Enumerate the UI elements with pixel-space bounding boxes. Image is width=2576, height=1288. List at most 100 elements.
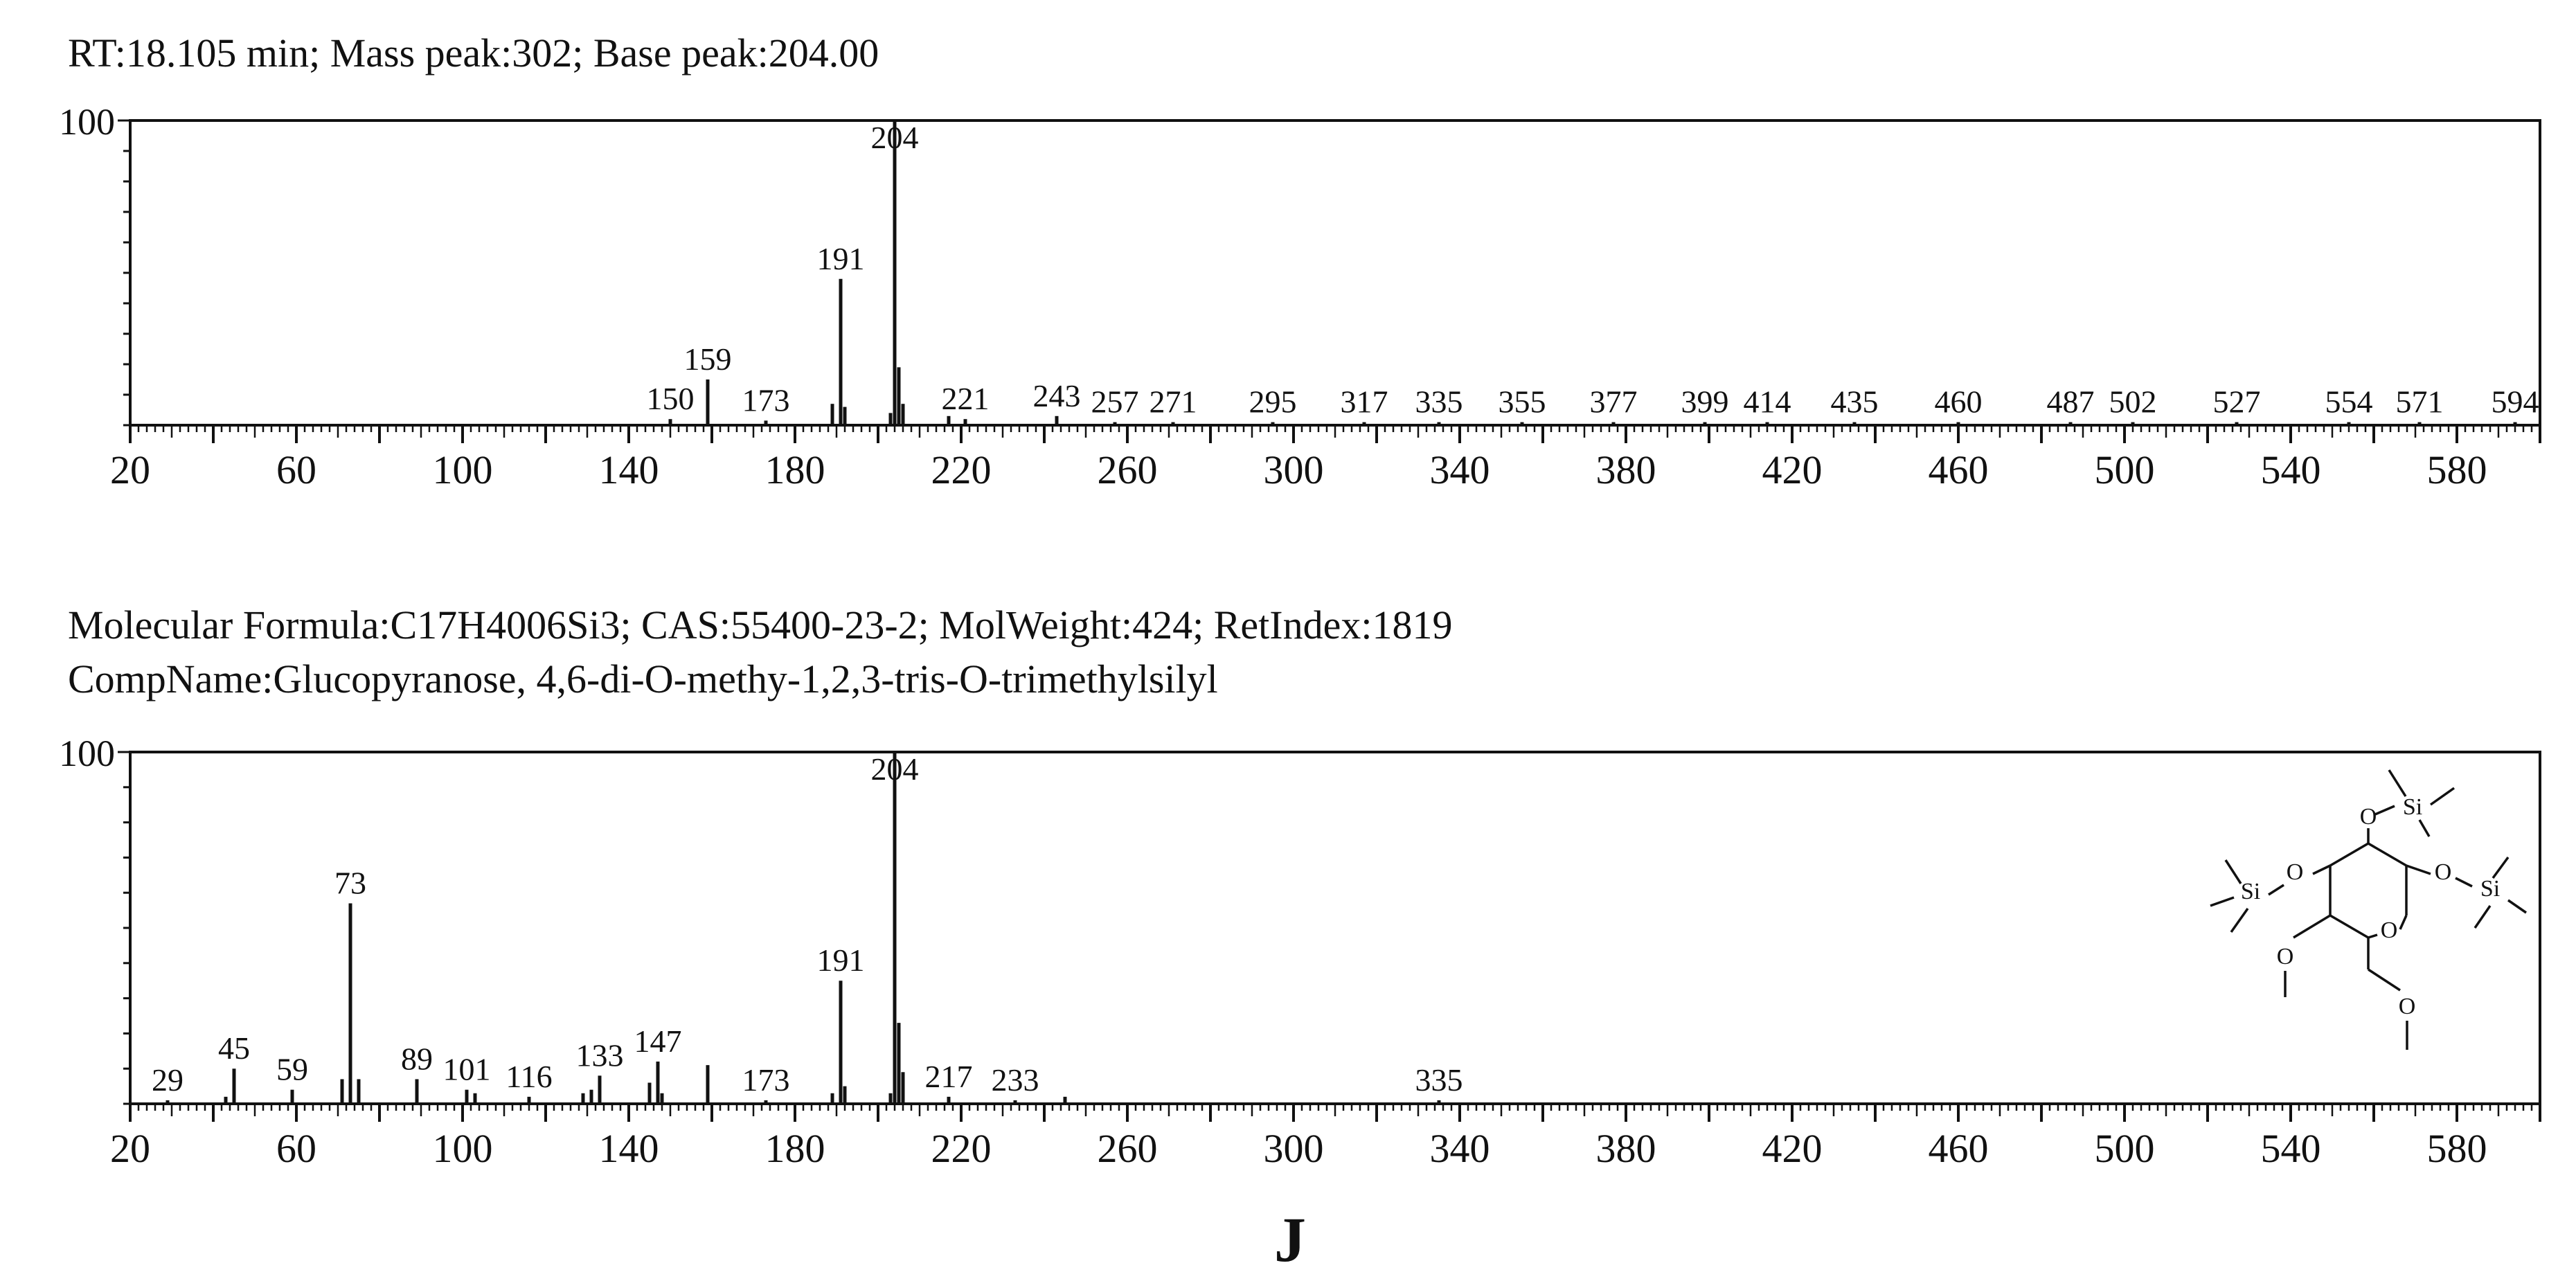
atom-label: Si (2241, 879, 2260, 904)
bond-line (2329, 842, 2369, 867)
chart-2-x-tick-label: 300 (1264, 1126, 1324, 1171)
chart-2-x-tick-label: 180 (765, 1126, 825, 1171)
chart-1-peak-label: 295 (1249, 384, 1297, 420)
chart-1-peak-label: 487 (2047, 384, 2095, 420)
chart-1-peak-label: 243 (1033, 378, 1081, 413)
bond-line (2374, 805, 2395, 816)
bond-line (2399, 915, 2408, 930)
bond-line (2312, 864, 2331, 875)
chart-1-peak-label: 271 (1150, 384, 1197, 420)
chart-1-x-tick-label: 420 (1762, 447, 1823, 492)
chart-2-frame (129, 751, 2541, 1105)
bond-line (2368, 968, 2401, 992)
chart-2-x-tick-label: 140 (599, 1126, 659, 1171)
chart-1-x-tick-label: 20 (110, 447, 150, 492)
chart-2-peak-label: 133 (576, 1037, 624, 1073)
chart-2-x-tick-label: 540 (2261, 1126, 2321, 1171)
chart-1-x-tick-label: 220 (931, 447, 992, 492)
chart-2-x-tick-label: 340 (1430, 1126, 1490, 1171)
chart-2-x-tick-label: 580 (2427, 1126, 2487, 1171)
chart-2-x-tick-label: 500 (2095, 1126, 2155, 1171)
chart-1-y-tick-label: 100 (59, 101, 115, 143)
panel-label: J (1274, 1204, 1306, 1275)
atom-label: O (2287, 859, 2304, 885)
chart-1-peak-label: 414 (1744, 384, 1791, 420)
chart-1-x-tick-label: 580 (2427, 447, 2487, 492)
chart-2-peak-label: 73 (334, 865, 366, 900)
bond-line (2507, 899, 2527, 914)
bond-line (2429, 787, 2456, 806)
chart-1-x-tick-label: 540 (2261, 447, 2321, 492)
chart-2-peak-label: 335 (1415, 1062, 1463, 1098)
chart-2-peak-label: 204 (871, 751, 919, 787)
chart-1-caption: RT:18.105 min; Mass peak:302; Base peak:… (68, 30, 879, 75)
chart-2-peak-label: 217 (925, 1059, 973, 1094)
bond-line (2329, 914, 2369, 939)
chart-1-peak-label: 554 (2325, 384, 2373, 420)
chart-2-peak-label: 101 (443, 1052, 491, 1087)
chart-2-x-tick-label: 220 (931, 1126, 992, 1171)
chart-2-peak-label: 29 (152, 1062, 184, 1098)
bond-line (2492, 856, 2510, 879)
bond-line (2368, 933, 2378, 939)
compound-formula-caption: Molecular Formula:C17H4006Si3; CAS:55400… (68, 602, 1453, 647)
chart-1-peak-label: 159 (684, 341, 732, 377)
chart-2-x-tick-label: 420 (1762, 1126, 1823, 1171)
chart-1-x-tick-label: 460 (1929, 447, 1989, 492)
bond-line (2388, 769, 2407, 797)
bond-line (2230, 907, 2249, 933)
chart-1-peak-label: 173 (742, 382, 790, 418)
chart-2-peak-label: 59 (276, 1052, 308, 1087)
bond-line (2210, 896, 2235, 907)
chart-2-peak-label: 233 (992, 1062, 1039, 1098)
bond-line (2224, 859, 2242, 884)
chart-2-peak-label: 116 (506, 1059, 552, 1094)
atom-label: O (2277, 944, 2294, 969)
atom-label: O (2399, 994, 2416, 1019)
bond-line (2406, 864, 2431, 875)
chart-1-peak-label: 221 (942, 381, 990, 416)
bond-line (2268, 884, 2284, 896)
chart-1-peak-label: 150 (647, 381, 695, 416)
chart-1-x-tick-label: 140 (599, 447, 659, 492)
chart-2-y-tick-label: 100 (59, 733, 115, 774)
bond-line (2293, 914, 2331, 939)
chart-1-peak-label: 594 (2492, 384, 2539, 420)
spectrum-chart-library: 100 20 60 100 140 180 220 260 300 340 380 420 460 500… (59, 733, 2541, 1171)
bond-line (2474, 905, 2492, 929)
chart-1-peak-label: 502 (2109, 384, 2157, 420)
atom-label: Si (2480, 876, 2500, 902)
chart-1-x-tick-label: 260 (1098, 447, 1158, 492)
spectrum-chart-measured: 100 20 60 100 140 180 220 260 300 340 380 420 460 500… (59, 101, 2541, 492)
chart-1-peak-label: 377 (1590, 384, 1638, 420)
chart-1-x-tick-label: 340 (1430, 447, 1490, 492)
chart-2-x-tick-label: 100 (433, 1126, 493, 1171)
chart-2-x-tick-label: 260 (1098, 1126, 1158, 1171)
bond-line (2368, 842, 2407, 867)
chart-2-peak-label: 89 (401, 1041, 433, 1076)
chart-1-peak-label: 191 (817, 241, 865, 276)
chart-2-x-tick-label: 20 (110, 1126, 150, 1171)
chart-2-x-tick-label: 60 (276, 1126, 316, 1171)
chart-2-peak-label: 173 (742, 1062, 790, 1098)
chart-1-peak-label: 204 (871, 120, 919, 155)
chart-1-peak-label: 317 (1341, 384, 1388, 420)
chart-2-peak-label: 45 (218, 1030, 250, 1066)
compound-name-caption: CompName:Glucopyranose, 4,6-di-O-methy-1… (68, 656, 1218, 701)
chart-1-x-tick-label: 60 (276, 447, 316, 492)
chart-1-x-tick-label: 180 (765, 447, 825, 492)
atom-label: O (2381, 918, 2398, 943)
bond-line (2455, 877, 2473, 888)
chart-1-peak-label: 257 (1091, 384, 1139, 420)
chart-1-x-tick-label: 380 (1596, 447, 1656, 492)
chart-1-peak-label: 527 (2213, 384, 2261, 420)
chart-2-peak-label: 147 (634, 1023, 682, 1059)
chart-2-x-tick-label: 460 (1929, 1126, 1989, 1171)
molecule-structure: O O Si O Si O Si O O (2210, 769, 2527, 1050)
chart-1-x-tick-label: 100 (433, 447, 493, 492)
chart-1-peak-label: 335 (1415, 384, 1463, 420)
chart-1-peak-label: 571 (2396, 384, 2444, 420)
atom-label: Si (2403, 794, 2422, 820)
chart-1-peak-label: 435 (1831, 384, 1879, 420)
atom-label: O (2360, 804, 2377, 830)
